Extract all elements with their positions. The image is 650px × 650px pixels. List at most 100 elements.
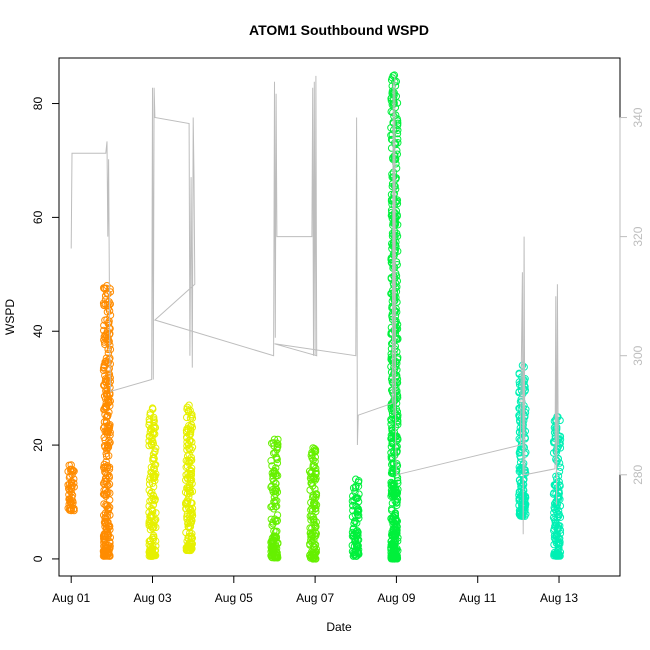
x-tick-label: Aug 07 bbox=[296, 591, 334, 605]
series-0-point bbox=[104, 442, 112, 450]
series-1-point-min bbox=[185, 546, 193, 555]
series-0-point bbox=[103, 462, 112, 470]
series-3-point bbox=[390, 525, 398, 533]
series-1-point bbox=[188, 438, 196, 446]
series-0-point bbox=[106, 311, 115, 319]
series-2-point bbox=[270, 498, 278, 506]
series-0-point bbox=[102, 501, 110, 509]
series-2-point bbox=[269, 439, 277, 447]
series-0-point bbox=[104, 358, 113, 367]
series-3-point-min bbox=[352, 552, 360, 560]
series-3-point bbox=[349, 502, 357, 510]
series-2-point bbox=[269, 543, 277, 552]
series-1-point bbox=[186, 474, 194, 482]
series-3-point bbox=[387, 453, 395, 461]
y-axis-label: WSPD bbox=[3, 299, 17, 335]
series-4-point bbox=[553, 434, 562, 443]
series-2-point-max bbox=[309, 444, 317, 452]
series-1-point bbox=[183, 405, 191, 413]
y2-tick-label: 300 bbox=[631, 345, 645, 365]
y-tick-label: 60 bbox=[31, 210, 45, 224]
series-0-point bbox=[106, 496, 114, 504]
series-0-point bbox=[105, 319, 113, 327]
y-tick-label: 80 bbox=[31, 97, 45, 111]
series-0-point bbox=[66, 465, 75, 473]
series-2-point bbox=[311, 498, 319, 507]
chart-title: ATOM1 Southbound WSPD bbox=[249, 22, 429, 38]
series-3-point bbox=[353, 519, 361, 527]
series-2-point bbox=[274, 440, 282, 448]
series-4-point bbox=[554, 533, 562, 541]
series-2-point bbox=[271, 515, 279, 523]
series-3-point bbox=[350, 532, 358, 540]
series-0-point bbox=[100, 422, 109, 431]
series-2-point bbox=[270, 493, 279, 501]
series-0 bbox=[64, 281, 115, 560]
series-2-point bbox=[312, 470, 320, 478]
series-0-point bbox=[101, 300, 110, 308]
series-4-point-min bbox=[553, 552, 561, 560]
series-3-point bbox=[387, 514, 395, 523]
series-0-point bbox=[106, 345, 115, 354]
series-2 bbox=[267, 435, 321, 563]
series-1-point bbox=[183, 515, 191, 523]
series-4-point bbox=[551, 505, 559, 514]
series-4-point bbox=[521, 503, 529, 511]
series-layer bbox=[64, 71, 565, 563]
series-3-point bbox=[387, 345, 396, 353]
series-1-point bbox=[183, 442, 191, 450]
series-2-point bbox=[312, 474, 320, 483]
series-1-point-max bbox=[148, 404, 157, 412]
series-0-point bbox=[104, 349, 113, 357]
series-2-point bbox=[273, 517, 281, 525]
series-2-point bbox=[272, 469, 280, 478]
series-4-point bbox=[550, 509, 558, 517]
series-1-point bbox=[188, 530, 196, 538]
series-0-point bbox=[105, 452, 113, 460]
series-1-point bbox=[187, 412, 196, 420]
series-1-point bbox=[183, 462, 192, 471]
series-0-point-max bbox=[67, 461, 75, 469]
series-3-point bbox=[351, 548, 359, 556]
series-1-point bbox=[149, 454, 158, 462]
series-1-point bbox=[149, 439, 158, 448]
series-1-point bbox=[149, 454, 157, 463]
series-3-point-max bbox=[352, 475, 360, 483]
x-tick-label: Aug 13 bbox=[540, 591, 578, 605]
series-2-point bbox=[273, 454, 281, 462]
series-4-point bbox=[550, 481, 558, 489]
series-3-point bbox=[394, 420, 402, 429]
series-0-point bbox=[104, 481, 112, 490]
series-4-point bbox=[549, 513, 558, 522]
series-4-point bbox=[552, 472, 560, 480]
series-3-point bbox=[388, 87, 397, 95]
series-1-point bbox=[183, 496, 192, 504]
series-0-point bbox=[105, 398, 113, 406]
series-0-point bbox=[104, 290, 112, 298]
secondary-line-layer bbox=[70, 75, 559, 535]
series-2-point bbox=[272, 542, 280, 551]
x-tick-label: Aug 05 bbox=[215, 591, 253, 605]
series-3-point bbox=[391, 103, 400, 112]
series-4-point bbox=[552, 549, 560, 557]
series-3-point bbox=[390, 99, 398, 107]
x-tick-label: Aug 09 bbox=[377, 591, 415, 605]
x-tick-label: Aug 11 bbox=[459, 591, 496, 605]
series-3-point bbox=[387, 131, 395, 139]
series-0-point bbox=[104, 374, 112, 382]
series-0-point bbox=[102, 492, 110, 500]
series-3-point bbox=[393, 448, 401, 456]
series-2-point bbox=[272, 479, 280, 488]
series-1-point bbox=[151, 495, 159, 504]
series-1-point bbox=[145, 486, 153, 494]
series-3-point bbox=[389, 72, 397, 80]
series-0-point bbox=[100, 405, 108, 414]
series-2-point bbox=[311, 457, 319, 466]
y2-tick-label: 280 bbox=[631, 464, 645, 484]
series-4-point bbox=[550, 525, 558, 533]
x-tick-label: Aug 03 bbox=[133, 591, 171, 605]
series-2-point bbox=[309, 482, 317, 490]
series-1-point bbox=[183, 510, 192, 518]
series-2-point bbox=[272, 537, 280, 545]
series-3-point bbox=[354, 482, 363, 490]
